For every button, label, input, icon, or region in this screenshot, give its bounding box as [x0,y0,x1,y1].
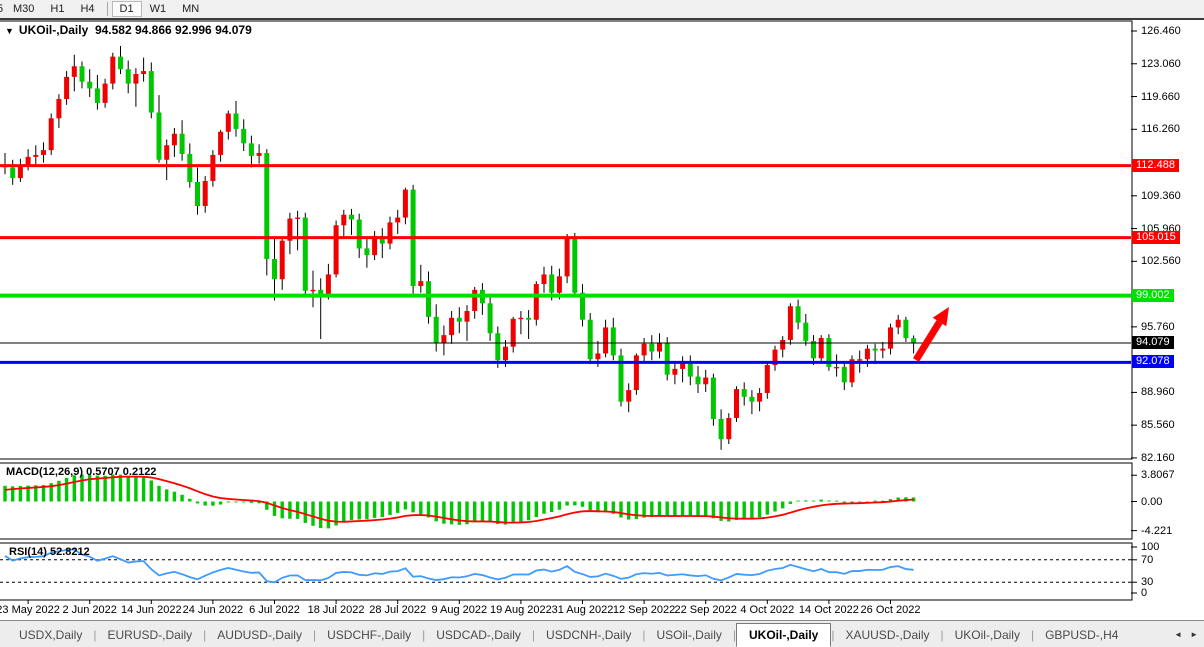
macd-pane-border [0,462,1133,540]
tab-separator: | [531,627,536,642]
dropdown-triangle-icon[interactable]: ▼ [5,26,14,36]
tab-usoil-daily[interactable]: USOil-,Daily [656,627,722,642]
tab-separator: | [831,627,835,642]
ohlc-values: 94.582 94.866 92.996 94.079 [94,23,252,37]
tab-ukoil-daily[interactable]: UKOil-,Daily [954,627,1020,642]
symbol-label: UKOil-,Daily [18,23,89,37]
timeframe-button-w1[interactable]: W1 [149,3,167,15]
rsi-pane-border [0,542,1133,601]
tab-separator: | [642,627,646,642]
timeframe-toolbar: 5 M30 H1 H4 D1 W1 MN [0,0,1204,20]
timeframe-button-partial[interactable]: 5 [0,3,4,15]
timeframe-button-mn[interactable]: MN [182,3,200,15]
tab-audusd-daily[interactable]: AUDUSD-,Daily [217,627,302,642]
timeframe-button-d1[interactable]: D1 [111,1,142,17]
tab-separator: | [1030,627,1035,642]
tab-gbpusd-h4[interactable]: GBPUSD-,H4 [1045,627,1119,642]
tab-separator: | [203,627,207,642]
tab-usdcad-daily[interactable]: USDCAD-,Daily [436,627,521,642]
tab-separator: | [312,627,317,642]
macd-indicator-label: MACD(12,26,9) 0.5707 0.2122 [6,466,157,478]
timeframe-button-h1[interactable]: H1 [50,3,65,15]
tab-scroll-left-icon[interactable]: ◄ [1174,630,1183,639]
toolbar-separator [106,2,108,16]
chart-title: ▼ UKOil-,Daily 94.582 94.866 92.996 94.07… [5,23,252,37]
symbol-tab-bar: USDX,Daily | EURUSD-,Daily | AUDUSD-,Daily | U… [0,620,1204,647]
macd-signal-line [4,475,914,524]
tab-separator: | [93,627,97,642]
timeframe-button-h4[interactable]: H4 [80,3,95,15]
macd-histogram [3,474,916,529]
tab-usdchf-daily[interactable]: USDCHF-,Daily [327,627,412,642]
tab-separator: | [732,627,736,642]
tab-ukoil-daily[interactable]: UKOil-,Daily [735,622,832,647]
tab-scroll-right-icon[interactable]: ► [1190,630,1198,639]
tab-usdx-daily[interactable]: USDX,Daily [19,627,83,642]
tab-scroll-nav: ◄ ► [1174,621,1198,647]
tab-xauusd-daily[interactable]: XAUUSD-,Daily [845,627,930,642]
tab-eurusd-daily[interactable]: EURUSD-,Daily [107,627,193,642]
tab-usdcnh-daily[interactable]: USDCNH-,Daily [546,627,632,642]
rsi-indicator-label: RSI(14) 52.8212 [9,546,90,558]
rsi-line [4,548,914,584]
tab-separator: | [940,627,944,642]
tab-separator: | [422,627,426,642]
candlestick-series [2,46,917,450]
trend-arrow-annotation [913,307,949,362]
timeframe-button-m30[interactable]: M30 [13,3,35,15]
